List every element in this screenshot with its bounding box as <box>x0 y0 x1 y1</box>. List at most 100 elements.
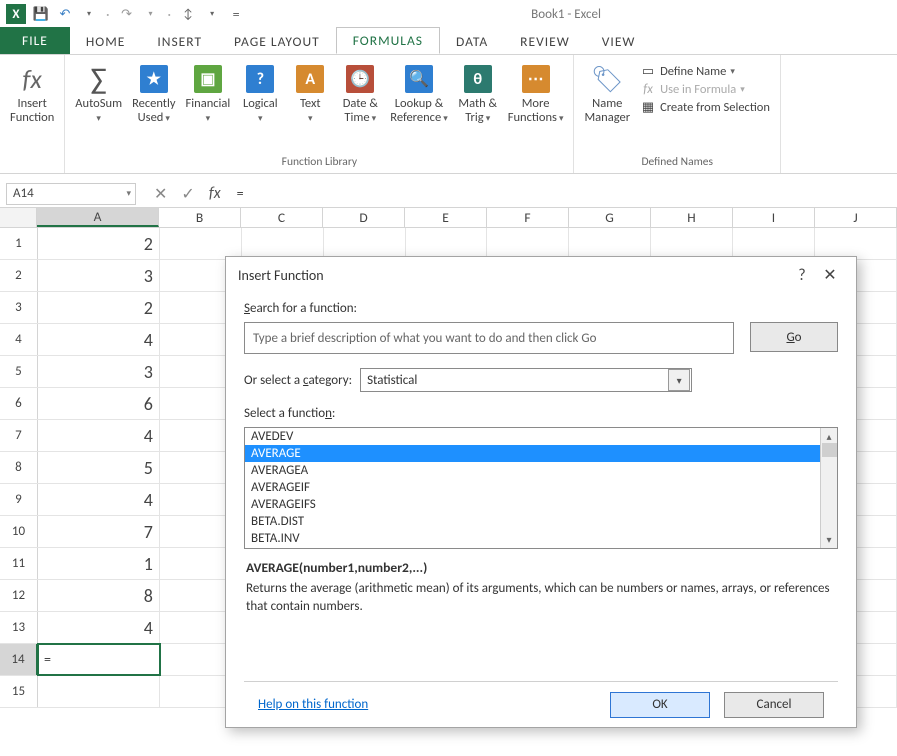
define-name-button[interactable]: ▭Define Name ▾ <box>640 63 770 79</box>
date-time-button[interactable]: 🕒 Date & Time <box>336 59 384 126</box>
cell[interactable]: 3 <box>38 356 160 387</box>
column-header[interactable]: F <box>487 208 569 227</box>
qat-overflow-icon[interactable]: = <box>227 5 245 23</box>
row-header[interactable]: 1 <box>0 228 38 259</box>
go-button[interactable]: Go <box>750 322 838 352</box>
column-header[interactable]: E <box>405 208 487 227</box>
column-header[interactable]: G <box>569 208 651 227</box>
column-header[interactable]: J <box>815 208 897 227</box>
financial-button[interactable]: ▣ Financial <box>182 59 235 126</box>
financial-dropdown-icon[interactable] <box>206 110 211 125</box>
cell[interactable]: = <box>38 644 160 675</box>
row-header[interactable]: 10 <box>0 516 38 547</box>
cell[interactable]: 2 <box>38 228 160 259</box>
more-functions-dropdown-icon[interactable] <box>557 110 564 125</box>
dialog-close-icon[interactable]: ✕ <box>816 265 844 285</box>
select-all-corner[interactable] <box>0 208 37 227</box>
logical-button[interactable]: ? Logical <box>236 59 284 126</box>
cell[interactable]: 4 <box>38 484 160 515</box>
accept-icon[interactable]: ✓ <box>181 184 194 204</box>
cell[interactable] <box>406 228 488 259</box>
row-header[interactable]: 15 <box>0 676 38 707</box>
tab-page-layout[interactable]: PAGE LAYOUT <box>218 29 336 54</box>
row-header[interactable]: 14 <box>0 644 38 675</box>
cell[interactable]: 5 <box>38 452 160 483</box>
cancel-icon[interactable]: ✕ <box>154 184 167 204</box>
scroll-thumb[interactable] <box>822 443 837 457</box>
function-list-item[interactable]: AVERAGEIF <box>245 479 837 496</box>
cell[interactable] <box>651 228 733 259</box>
function-list-scrollbar[interactable]: ▴ ▾ <box>820 428 837 548</box>
dialog-titlebar[interactable]: Insert Function ? ✕ <box>226 257 856 293</box>
row-header[interactable]: 5 <box>0 356 38 387</box>
recently-used-dropdown-icon[interactable] <box>163 110 170 125</box>
row-header[interactable]: 8 <box>0 452 38 483</box>
dialog-help-icon[interactable]: ? <box>788 266 816 285</box>
use-in-formula-dropdown-icon[interactable]: ▾ <box>740 84 745 95</box>
name-manager-button[interactable]: 🏷 Name Manager <box>580 59 634 126</box>
tab-data[interactable]: DATA <box>440 29 504 54</box>
column-header[interactable]: B <box>159 208 241 227</box>
function-list-item[interactable]: AVERAGE <box>245 445 837 462</box>
touch-mode-icon[interactable]: ↕ <box>179 5 197 23</box>
cell[interactable]: 6 <box>38 388 160 419</box>
recently-used-button[interactable]: ★ Recently Used <box>128 59 179 126</box>
row-header[interactable]: 6 <box>0 388 38 419</box>
date-time-dropdown-icon[interactable] <box>370 110 377 125</box>
row-header[interactable]: 12 <box>0 580 38 611</box>
redo-dropdown-icon[interactable]: ▾ <box>142 5 160 23</box>
undo-icon[interactable]: ↶ <box>56 5 74 23</box>
tab-formulas[interactable]: FORMULAS <box>336 27 440 54</box>
column-header[interactable]: C <box>241 208 323 227</box>
cell[interactable] <box>38 676 160 707</box>
function-list-item[interactable]: AVERAGEIFS <box>245 496 837 513</box>
text-button[interactable]: A Text <box>286 59 334 126</box>
tab-review[interactable]: REVIEW <box>504 29 586 54</box>
function-list-item[interactable]: AVEDEV <box>245 428 837 445</box>
cell[interactable]: 4 <box>38 324 160 355</box>
row-header[interactable]: 11 <box>0 548 38 579</box>
cell[interactable] <box>324 228 406 259</box>
row-header[interactable]: 13 <box>0 612 38 643</box>
name-box-dropdown-icon[interactable]: ▾ <box>126 188 131 199</box>
undo-dropdown-icon[interactable]: ▾ <box>80 5 98 23</box>
row-header[interactable]: 3 <box>0 292 38 323</box>
lookup-dropdown-icon[interactable] <box>441 110 448 125</box>
cell[interactable]: 1 <box>38 548 160 579</box>
scroll-up-icon[interactable]: ▴ <box>826 430 831 443</box>
category-dropdown-icon[interactable]: ▾ <box>668 369 690 391</box>
text-dropdown-icon[interactable] <box>308 110 313 125</box>
tab-insert[interactable]: INSERT <box>141 29 218 54</box>
save-icon[interactable]: 💾 <box>32 5 50 23</box>
cell[interactable] <box>160 228 242 259</box>
row-header[interactable]: 4 <box>0 324 38 355</box>
cell[interactable] <box>569 228 651 259</box>
column-header[interactable]: I <box>733 208 815 227</box>
math-trig-dropdown-icon[interactable] <box>484 110 491 125</box>
column-header[interactable]: D <box>323 208 405 227</box>
search-function-input[interactable]: Type a brief description of what you wan… <box>244 322 734 354</box>
cell[interactable]: 3 <box>38 260 160 291</box>
create-from-selection-button[interactable]: ▦Create from Selection <box>640 99 770 115</box>
function-list-item[interactable]: AVERAGEA <box>245 462 837 479</box>
cancel-button[interactable]: Cancel <box>724 692 824 718</box>
autosum-dropdown-icon[interactable] <box>96 110 101 125</box>
function-list[interactable]: AVEDEVAVERAGEAVERAGEAAVERAGEIFAVERAGEIFS… <box>244 427 838 549</box>
column-header[interactable]: A <box>37 208 159 227</box>
column-header[interactable]: H <box>651 208 733 227</box>
function-list-item[interactable]: BETA.INV <box>245 530 837 547</box>
logical-dropdown-icon[interactable] <box>258 110 263 125</box>
formula-input[interactable]: = <box>229 185 897 202</box>
tab-view[interactable]: VIEW <box>586 29 652 54</box>
define-name-dropdown-icon[interactable]: ▾ <box>730 66 735 77</box>
cell[interactable] <box>733 228 815 259</box>
tab-home[interactable]: HOME <box>70 29 141 54</box>
ok-button[interactable]: OK <box>610 692 710 718</box>
name-box[interactable]: A14 ▾ <box>6 183 136 205</box>
help-on-function-link[interactable]: Help on this function <box>258 697 368 712</box>
autosum-button[interactable]: ∑ AutoSum <box>71 59 126 126</box>
insert-function-button[interactable]: fx Insert Function <box>6 59 58 126</box>
cell[interactable]: 4 <box>38 420 160 451</box>
function-list-item[interactable]: BETA.DIST <box>245 513 837 530</box>
cell[interactable] <box>815 228 897 259</box>
